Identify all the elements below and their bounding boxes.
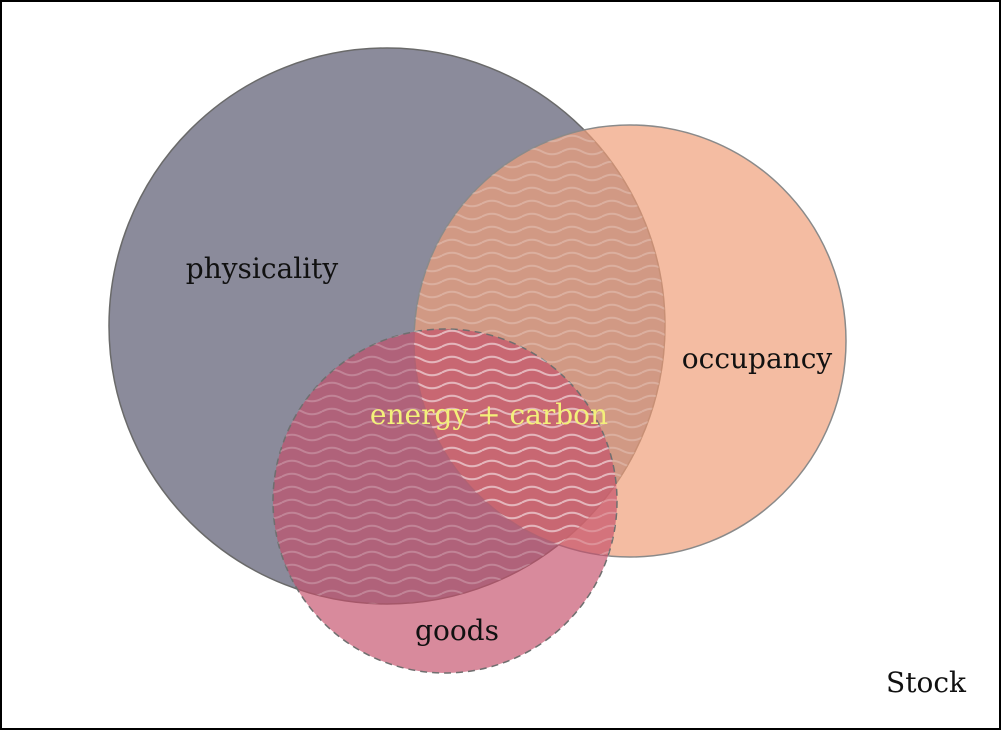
physicality-label: physicality <box>186 252 339 285</box>
energy-carbon-intersection-label: energy + carbon <box>370 398 608 431</box>
goods-label: goods <box>415 614 499 647</box>
stock-corner-label: Stock <box>886 666 967 699</box>
occupancy-label: occupancy <box>682 342 833 375</box>
